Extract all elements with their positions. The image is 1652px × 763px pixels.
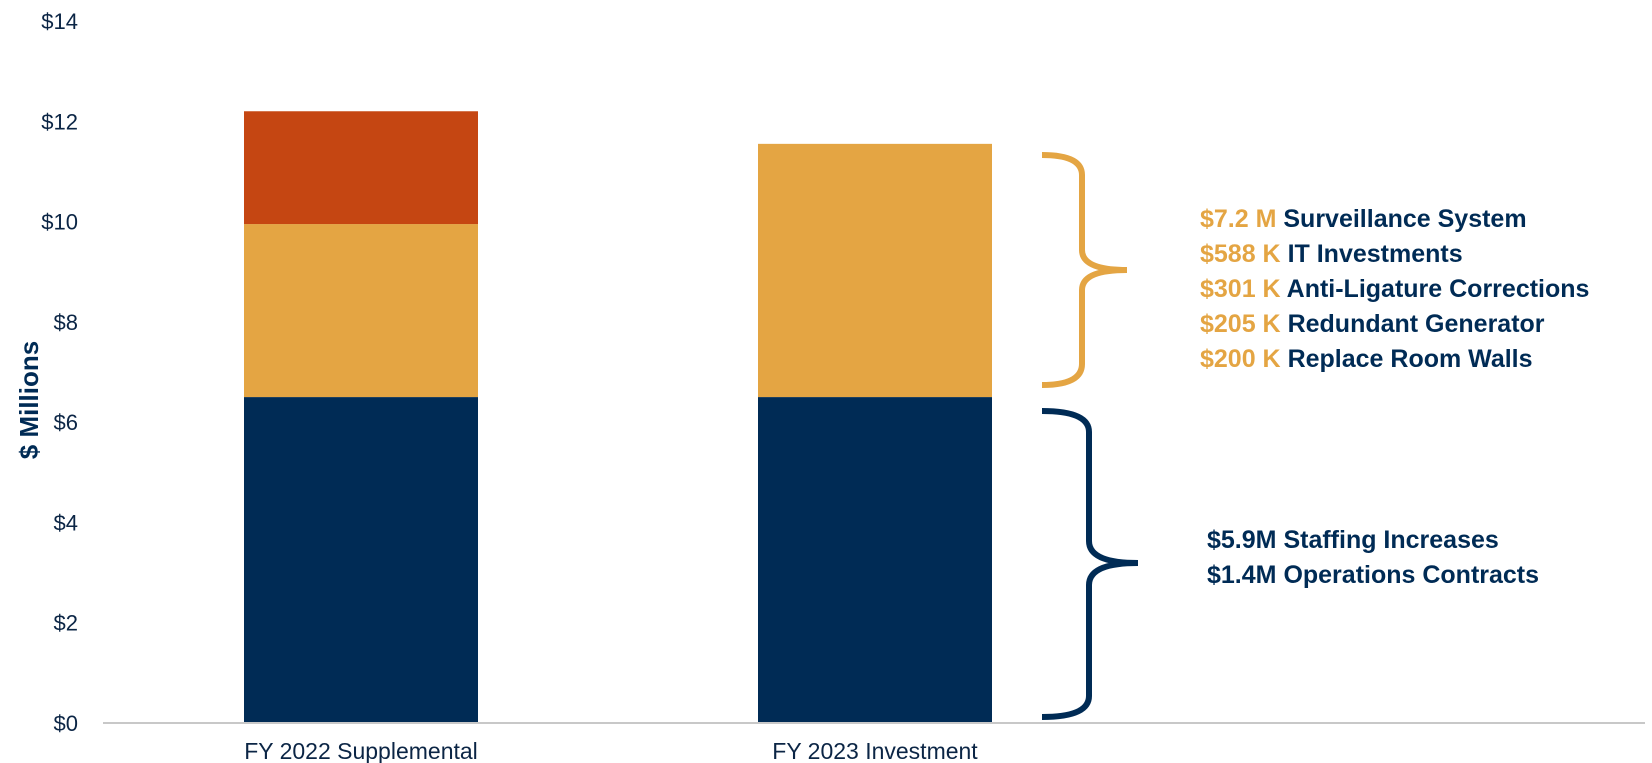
y-tick-label: $12 xyxy=(41,109,78,134)
annotation-label: Operations Contracts xyxy=(1283,561,1539,589)
y-tick-label: $2 xyxy=(54,611,78,636)
lower-brace xyxy=(1041,408,1139,720)
x-category-label: FY 2022 Supplemental xyxy=(244,738,478,763)
annotation-amount: $7.2 M xyxy=(1200,205,1283,233)
y-tick-label: $6 xyxy=(54,410,78,435)
annotation-amount: $301 K xyxy=(1200,275,1287,303)
y-tick-label: $0 xyxy=(54,711,78,736)
annotation-line: $588 K IT Investments xyxy=(1200,240,1463,268)
category-labels: FY 2022 Supplemental FY 2023 Investment xyxy=(244,738,978,763)
annotation-label: Redundant Generator xyxy=(1288,310,1545,338)
upper-annotations: $7.2 M Surveillance System $588 K IT Inve… xyxy=(1200,205,1589,373)
annotation-amount: $588 K xyxy=(1200,240,1288,268)
y-tick-label: $8 xyxy=(54,310,78,335)
annotation-label: Surveillance System xyxy=(1283,205,1526,233)
lower-annotations: $5.9M Staffing Increases$1.4M Operations… xyxy=(1207,526,1539,589)
bar-segment xyxy=(244,111,478,225)
annotation-amount: $200 K xyxy=(1200,345,1288,373)
annotation-label: Anti-Ligature Corrections xyxy=(1287,275,1590,303)
annotation-amount: $1.4M xyxy=(1207,561,1283,589)
annotation-line: $301 K Anti-Ligature Corrections xyxy=(1200,275,1589,303)
y-axis-ticks: $0 $2 $4 $6 $8 $10 $12 $14 xyxy=(41,9,78,736)
bar-segment xyxy=(758,143,992,398)
y-tick-label: $4 xyxy=(54,510,78,535)
y-axis-label: $ Millions xyxy=(14,341,44,459)
y-tick-label: $14 xyxy=(41,9,78,34)
x-category-label: FY 2023 Investment xyxy=(772,738,978,763)
annotation-amount: $5.9M xyxy=(1207,526,1283,554)
annotation-line: $5.9M Staffing Increases xyxy=(1207,526,1499,554)
bar-segment xyxy=(244,224,478,398)
annotation-line: $205 K Redundant Generator xyxy=(1200,310,1545,338)
annotation-label: IT Investments xyxy=(1288,240,1463,268)
y-tick-label: $10 xyxy=(41,210,78,235)
upper-brace xyxy=(1041,152,1128,388)
annotation-line: $7.2 M Surveillance System xyxy=(1200,205,1527,233)
annotation-label: Staffing Increases xyxy=(1283,526,1498,554)
bar-segment xyxy=(758,397,992,723)
annotation-amount: $205 K xyxy=(1200,310,1288,338)
bars xyxy=(244,111,992,723)
annotation-label: Replace Room Walls xyxy=(1288,345,1533,373)
bar-segment xyxy=(244,397,478,723)
annotation-line: $1.4M Operations Contracts xyxy=(1207,561,1539,589)
annotation-line: $200 K Replace Room Walls xyxy=(1200,345,1533,373)
